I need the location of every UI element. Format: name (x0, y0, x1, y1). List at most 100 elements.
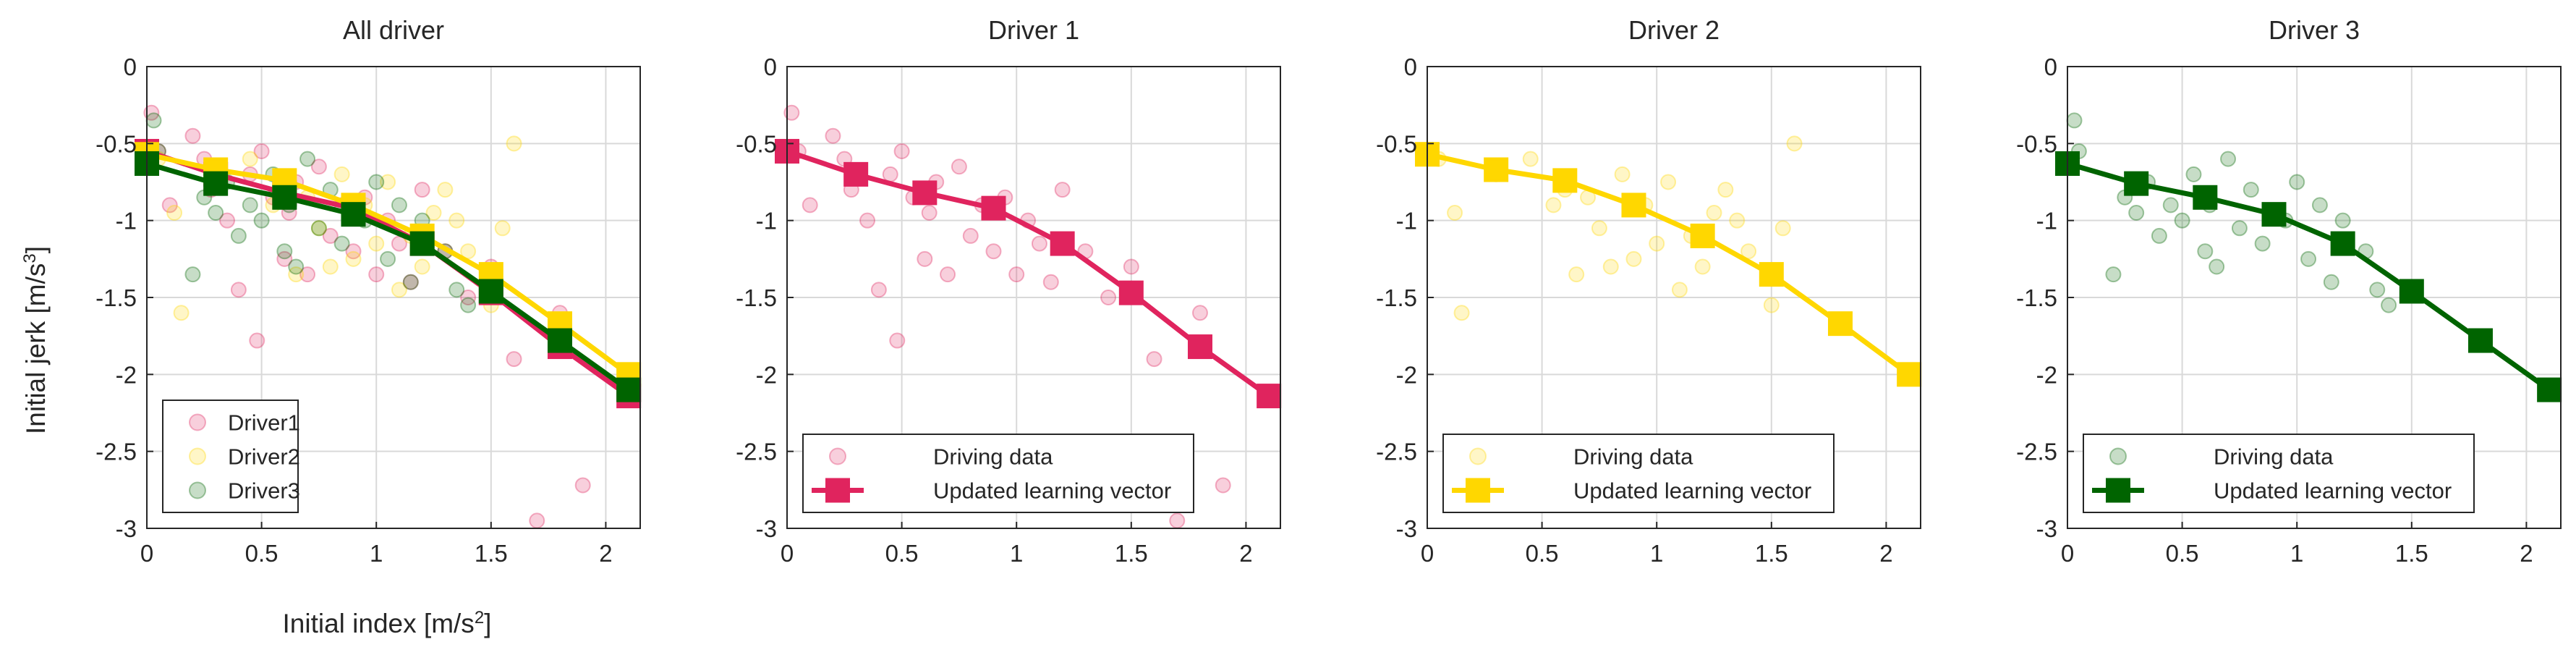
data-point (2185, 166, 2202, 182)
data-point (2334, 212, 2351, 229)
learning-vector-marker (2193, 185, 2218, 210)
data-point (242, 151, 258, 167)
learning-vector-marker (478, 279, 503, 304)
data-point (2243, 182, 2259, 198)
learning-vector-marker (2261, 202, 2287, 227)
data-point (1625, 250, 1642, 267)
y-tick-label: -2.5 (1376, 439, 1417, 465)
data-point (1774, 220, 1791, 237)
legend-dot-swatch (189, 413, 206, 431)
learning-vector-marker (2124, 171, 2149, 196)
data-point (1671, 282, 1688, 298)
y-tick-label: -0.5 (1376, 130, 1417, 157)
x-tick-label: 1 (2290, 540, 2303, 567)
data-point (1522, 151, 1539, 167)
data-point (1717, 182, 1734, 198)
legend-label: Updated learning vector (933, 478, 1171, 504)
data-point (391, 282, 407, 298)
data-point (2220, 151, 2237, 167)
learning-vector-marker (1484, 157, 1509, 182)
data-point (368, 174, 385, 190)
learning-vector-series (1415, 142, 1922, 387)
learning-vector-marker (203, 171, 229, 196)
data-point (276, 243, 293, 260)
data-point (161, 197, 178, 214)
data-point (414, 182, 430, 198)
x-axis-label-sup: 2 (475, 608, 484, 627)
data-point (414, 258, 430, 275)
data-point (166, 205, 183, 221)
legend-dot-swatch (2109, 447, 2127, 465)
data-point (425, 205, 442, 221)
x-tick-label: 1 (370, 540, 383, 567)
x-tick-label: 2 (1239, 540, 1252, 567)
data-point (2105, 266, 2122, 283)
learning-vector-marker (1621, 193, 1646, 218)
data-point (574, 477, 591, 494)
learning-vector-marker (409, 231, 435, 256)
data-point (184, 127, 201, 144)
y-tick-label: -2.5 (736, 439, 777, 465)
data-point (889, 332, 906, 349)
panel-2: Driver 1 0 0.5 1 1.5 2 0 -0.5 -1 -1.5 -2 -2.5 -3 Driv… (736, 15, 1282, 567)
data-point (1191, 305, 1208, 321)
data-point (1054, 182, 1071, 198)
x-tick-label: 1.5 (475, 540, 508, 567)
data-point (1591, 220, 1607, 237)
x-tick-label: 1.5 (1755, 540, 1788, 567)
data-point (208, 205, 224, 221)
data-point (2197, 243, 2214, 260)
learning-vector-marker (1759, 262, 1784, 287)
data-point (322, 258, 339, 275)
legend-box (2083, 434, 2475, 513)
panel-title: Driver 2 (1628, 15, 1720, 45)
y-tick-label: -2.5 (2016, 439, 2057, 465)
y-tick-label: -1.5 (2016, 284, 2057, 311)
data-point (184, 266, 201, 283)
panel-4: Driver 3 0 0.5 1 1.5 2 0 -0.5 -1 -1.5 -2 -2.5 -3 Driv… (2016, 15, 2562, 567)
legend-box (1442, 434, 1835, 513)
data-point (2381, 297, 2397, 313)
data-point (1031, 235, 1047, 252)
data-point (145, 112, 162, 129)
y-tick-label: 0 (1404, 54, 1417, 80)
data-point (310, 159, 327, 175)
y-tick-label: -2.5 (95, 439, 137, 465)
learning-vector-series (2055, 151, 2562, 402)
legend-dot-swatch (189, 447, 206, 465)
learning-vector-marker (1897, 362, 1922, 387)
y-axis-label-base: Initial jerk [m/s (21, 263, 51, 434)
data-point (242, 197, 258, 214)
data-point (230, 227, 247, 244)
y-tick-label: -1.5 (736, 284, 777, 311)
data-point (1602, 258, 1619, 275)
x-tick-label: 0 (781, 540, 794, 567)
data-point (506, 351, 522, 368)
legend-marker-swatch (2106, 478, 2130, 503)
data-point (1660, 174, 1677, 190)
legend: Driving data Updated learning vector (2083, 434, 2475, 513)
data-point (951, 159, 967, 175)
data-point (1786, 135, 1803, 152)
learning-vector-marker (1690, 223, 1715, 248)
learning-vector-marker (2537, 377, 2562, 402)
data-point (2162, 197, 2179, 214)
y-tick-label: -1 (2036, 208, 2057, 234)
legend-label: Driving data (933, 444, 1053, 470)
legend-label: Driving data (1573, 444, 1693, 470)
x-tick-label: 0.5 (1526, 540, 1559, 567)
learning-vector-marker (2399, 279, 2424, 304)
legend: Driving data Updated learning vector (1442, 434, 1835, 513)
data-point (253, 143, 270, 159)
data-point (1545, 197, 1562, 214)
legend-label: Updated learning vector (1573, 478, 1811, 504)
x-tick-label: 2 (2520, 540, 2533, 567)
data-point (310, 220, 327, 237)
data-point (173, 305, 190, 321)
panel-title: All driver (343, 15, 444, 45)
x-tick-label: 0.5 (2166, 540, 2199, 567)
y-axis-label-end: ] (21, 246, 51, 253)
data-point (391, 197, 407, 214)
data-point (2369, 282, 2386, 298)
